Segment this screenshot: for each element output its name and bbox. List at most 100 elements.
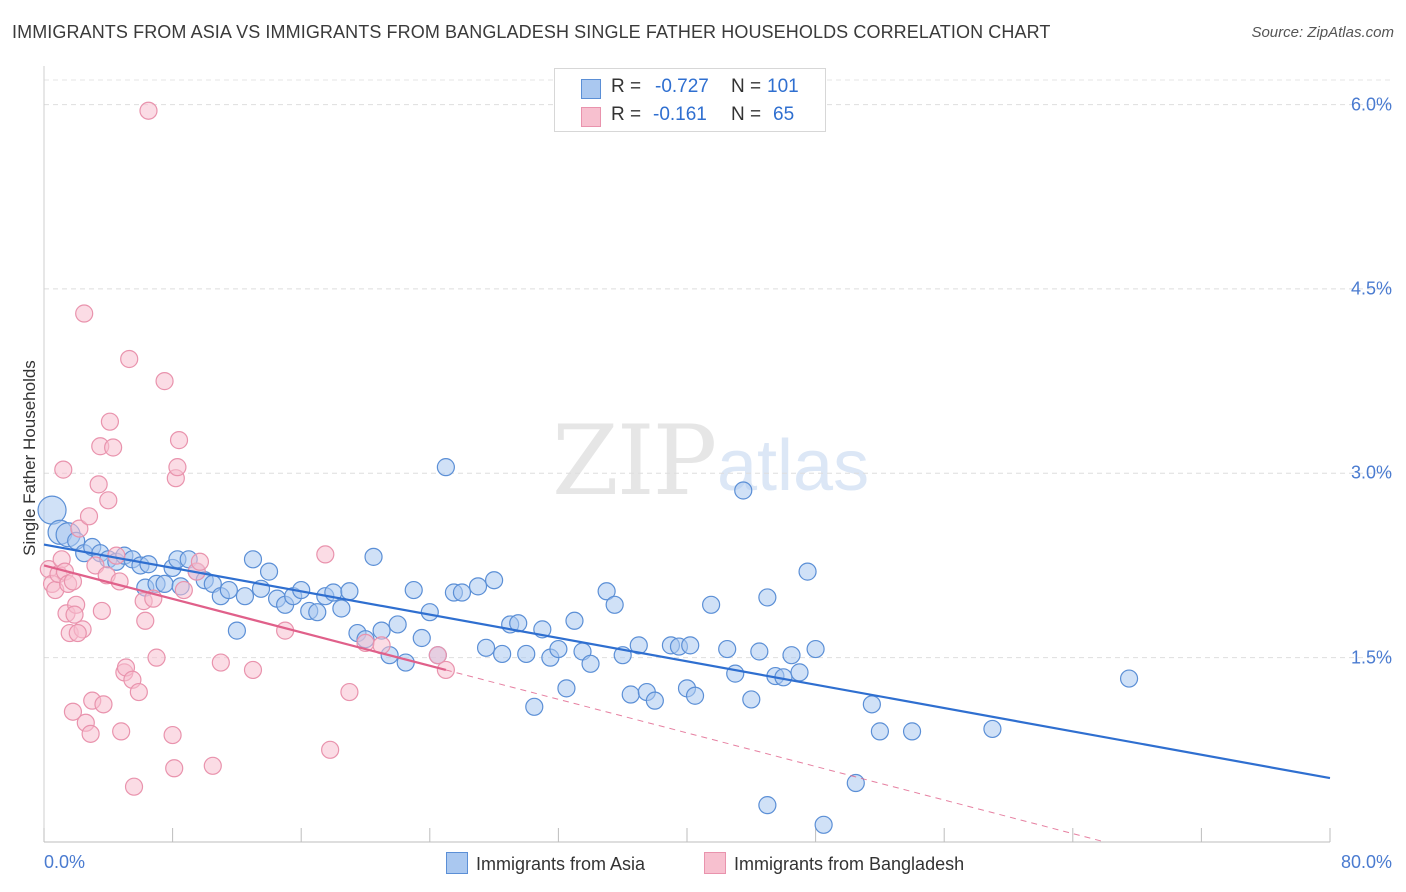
bangladesh-point: [163, 725, 182, 745]
bangladesh-point: [75, 304, 94, 323]
bangladesh-point: [340, 682, 359, 702]
asia-point: [404, 580, 423, 600]
asia-point: [758, 796, 777, 815]
asia-point: [517, 644, 536, 664]
asia-point: [388, 615, 407, 634]
bangladesh-point: [79, 507, 99, 526]
asia-point: [734, 481, 753, 500]
asia-point: [782, 646, 801, 665]
asia-point: [846, 773, 865, 793]
x-tick-label-min: 0.0%: [44, 852, 86, 872]
asia-point: [814, 815, 833, 834]
bangladesh-r-value: -0.161: [653, 104, 707, 125]
asia-point: [412, 628, 431, 648]
asia-point: [259, 562, 279, 581]
bangladesh-point: [243, 660, 263, 680]
asia-point: [702, 595, 721, 614]
bangladesh-point: [169, 431, 189, 450]
legend-item-bangladesh: Immigrants from Bangladesh: [704, 852, 964, 875]
bangladesh-point: [165, 759, 184, 778]
asia-point: [549, 639, 568, 659]
bangladesh-trend-line: [43, 564, 447, 672]
asia-point: [565, 611, 584, 630]
bangladesh-trend-line-extension: [445, 669, 1106, 843]
asia-point: [718, 639, 737, 659]
bangladesh-n-label: N =: [731, 104, 762, 125]
legend-bangladesh-label: Immigrants from Bangladesh: [734, 854, 965, 874]
axes: [43, 66, 1331, 843]
bangladesh-point: [203, 756, 222, 775]
bangladesh-point: [139, 101, 158, 120]
asia-point: [396, 653, 415, 672]
asia-point: [436, 458, 455, 477]
stats-row-asia: R = -0.727 N = 101: [555, 73, 825, 101]
asia-n-value: 101: [767, 76, 799, 97]
asia-point: [525, 697, 544, 716]
y-tick-label: 6.0%: [1350, 94, 1392, 115]
bangladesh-point: [92, 601, 111, 621]
asia-point: [219, 580, 238, 600]
bangladesh-r-label: R =: [611, 104, 642, 125]
legend-asia-label: Immigrants from Asia: [476, 854, 646, 874]
asia-point: [750, 642, 769, 661]
asia-point: [1119, 669, 1139, 688]
bangladesh-point: [81, 724, 100, 743]
asia-point: [332, 599, 351, 618]
asia-n-label: N =: [731, 76, 762, 97]
trend-lines: [43, 543, 1331, 843]
bangladesh-point: [89, 475, 108, 494]
asia-r-label: R =: [611, 76, 642, 97]
asia-swatch: [581, 79, 601, 99]
chart-title: IMMIGRANTS FROM ASIA VS IMMIGRANTS FROM …: [12, 22, 1051, 42]
y-tick-label: 3.0%: [1350, 462, 1392, 483]
bangladesh-swatch: [581, 107, 601, 127]
asia-point: [870, 722, 890, 741]
y-axis-label: Single Father Households: [20, 360, 39, 556]
asia-point: [983, 719, 1002, 739]
bangladesh-point: [120, 349, 139, 369]
stats-row-bangladesh: R = -0.161 N = 65: [555, 101, 825, 129]
asia-point: [726, 664, 745, 683]
asia-point: [681, 636, 700, 655]
asia-point: [243, 550, 263, 569]
watermark-zip: ZIP: [552, 405, 717, 517]
asia-point: [476, 638, 496, 657]
bangladesh-n-value: 65: [773, 104, 795, 125]
stats-box: R = -0.727 N = 101 R = -0.161 N = 65: [554, 68, 826, 132]
asia-point: [645, 691, 664, 710]
source-label: Source: ZipAtlas.com: [1251, 24, 1394, 41]
bangladesh-point: [155, 372, 174, 391]
bangladesh-point: [63, 702, 83, 721]
bangladesh-point: [129, 682, 148, 702]
asia-point: [493, 644, 512, 664]
bangladesh-point: [70, 519, 89, 538]
bangladesh-point: [321, 740, 340, 759]
asia-point: [452, 583, 472, 602]
asia-point: [742, 690, 761, 709]
legend-item-asia: Immigrants from Asia: [446, 852, 645, 875]
asia-point: [902, 722, 922, 741]
bangladesh-point: [168, 458, 187, 477]
asia-point: [308, 603, 327, 622]
bangladesh-point: [99, 491, 118, 510]
asia-point: [597, 582, 616, 601]
gridlines: [44, 79, 1394, 659]
asia-point: [364, 547, 383, 566]
asia-point: [235, 587, 255, 606]
asia-point: [155, 574, 174, 594]
y-tick-label: 1.5%: [1350, 647, 1392, 668]
legend-bangladesh-swatch: [704, 852, 726, 874]
asia-point: [227, 621, 246, 640]
asia-point: [685, 686, 705, 705]
x-tick-label-max: 80.0%: [1340, 852, 1392, 872]
bangladesh-point: [190, 552, 210, 571]
asia-point: [806, 639, 825, 659]
asia-point: [485, 571, 504, 590]
bangladesh-point: [65, 605, 84, 624]
asia-point: [605, 595, 624, 614]
bangladesh-point: [428, 646, 447, 665]
bangladesh-point: [211, 653, 230, 672]
asia-point: [420, 603, 439, 622]
legend-asia-swatch: [446, 852, 468, 874]
